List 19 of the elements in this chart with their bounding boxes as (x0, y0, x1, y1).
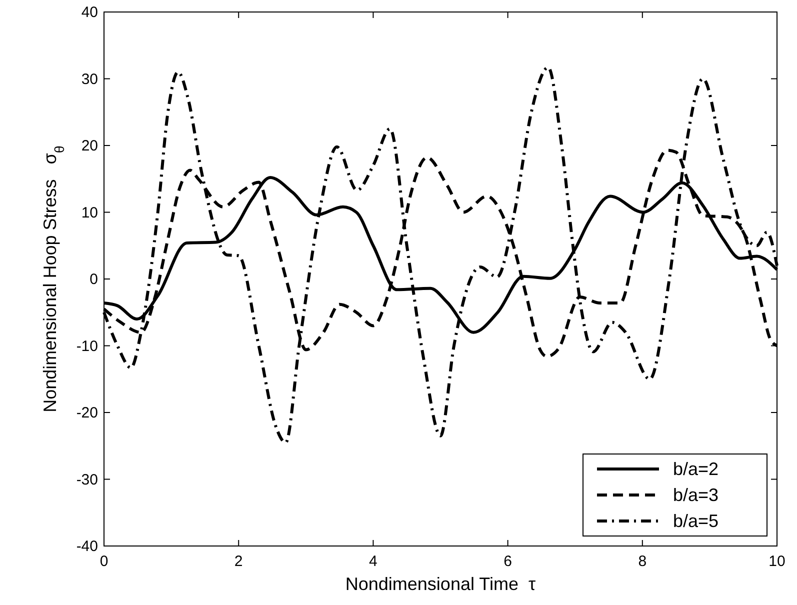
y-tick-label: 40 (81, 4, 98, 21)
y-tick-label: 30 (81, 70, 98, 88)
legend-label: b/a=3 (673, 485, 719, 505)
x-tick-label: 0 (100, 553, 108, 570)
y-tick-label: -40 (76, 538, 98, 555)
x-axis-title: Nondimensional Time τ (345, 574, 536, 594)
y-tick-label: 10 (81, 204, 98, 222)
y-tick-label: 20 (81, 138, 98, 154)
legend-label: b/a=2 (673, 459, 719, 479)
y-tick-label: -30 (76, 471, 98, 488)
x-tick-label: 8 (638, 553, 647, 570)
y-tick-label: -10 (76, 338, 98, 355)
legend-label: b/a=5 (673, 511, 719, 531)
x-tick-label: 2 (234, 553, 243, 570)
x-tick-label: 6 (504, 553, 512, 570)
y-tick-label: -20 (76, 404, 98, 422)
x-tick-label: 10 (768, 553, 786, 570)
y-tick-label: 0 (90, 271, 98, 288)
x-tick-label: 4 (369, 553, 378, 570)
